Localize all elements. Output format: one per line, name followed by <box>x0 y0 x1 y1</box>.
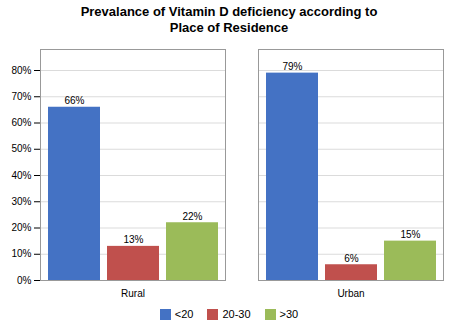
svg-text:80%: 80% <box>11 65 31 76</box>
svg-text:22%: 22% <box>182 211 202 222</box>
svg-text:Urban: Urban <box>337 288 364 299</box>
svg-text:13%: 13% <box>123 235 143 246</box>
svg-text:10%: 10% <box>11 249 31 260</box>
html-text:<20: <20 <box>174 308 194 321</box>
html-text:Prevalance of Vitamin D defici: Prevalance of Vitamin D deficiency accor… <box>80 4 378 35</box>
svg-text:70%: 70% <box>11 91 31 102</box>
html-text:20-30: 20-30 <box>222 308 251 321</box>
svg-text:79%: 79% <box>282 61 302 72</box>
svg-text:15%: 15% <box>400 229 420 240</box>
svg-text:30%: 30% <box>11 196 31 207</box>
svg-text:40%: 40% <box>11 170 31 181</box>
svg-text:6%: 6% <box>344 253 359 264</box>
svg-text:50%: 50% <box>11 144 31 155</box>
svg-text:0%: 0% <box>17 275 32 286</box>
svg-text:Rural: Rural <box>121 288 145 299</box>
svg-text:20%: 20% <box>11 222 31 233</box>
html-text:>30: >30 <box>279 308 299 321</box>
svg-text:66%: 66% <box>64 95 84 106</box>
svg-text:60%: 60% <box>11 117 31 128</box>
